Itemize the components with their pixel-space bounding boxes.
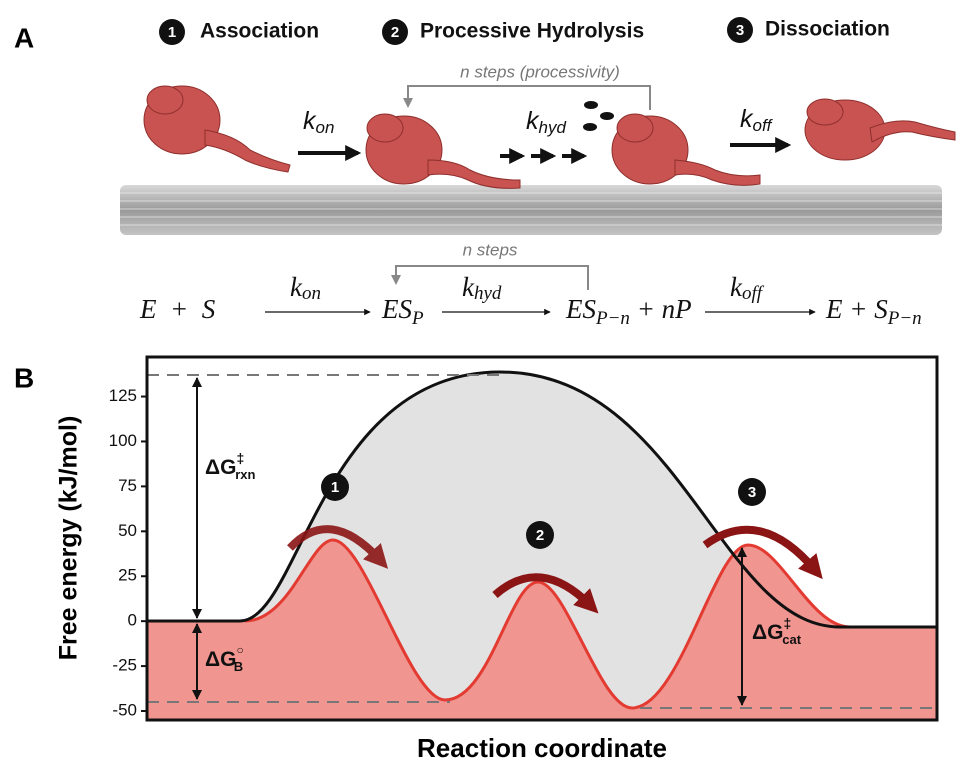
- microtubule: [120, 185, 942, 235]
- rate-label: koff: [740, 105, 774, 136]
- equation-term: E + SP−n: [825, 294, 922, 329]
- y-tick-label: 100: [109, 431, 137, 450]
- step-name: Dissociation: [765, 18, 890, 41]
- arrow-label: khyd: [462, 272, 502, 304]
- step-number: 3: [748, 484, 756, 501]
- step-number: 2: [391, 24, 399, 41]
- arrow-label: koff: [730, 272, 765, 304]
- y-axis-label: Free energy (kJ/mol): [55, 416, 83, 661]
- step-number: 3: [736, 22, 744, 39]
- figure: A 1 Association 2 Processive Hydrolysis …: [0, 0, 960, 767]
- step-number: 2: [536, 527, 544, 544]
- step-number: 1: [168, 24, 176, 41]
- product-molecules: [583, 101, 614, 131]
- equation-term: E + S: [139, 294, 216, 324]
- x-axis-label: Reaction coordinate: [417, 733, 667, 763]
- panel-label: A: [14, 22, 34, 53]
- step-headers: 1 Association 2 Processive Hydrolysis 3 …: [159, 17, 890, 45]
- panel-label: B: [14, 362, 34, 393]
- step-name: Association: [200, 20, 319, 43]
- step-number: 1: [331, 479, 339, 496]
- y-tick-label: 125: [109, 386, 137, 405]
- y-tick-label: 50: [118, 521, 137, 540]
- step-name: Processive Hydrolysis: [420, 20, 644, 43]
- y-tick-label: -25: [112, 656, 137, 675]
- annotation: ΔG○B: [205, 643, 244, 674]
- equation-note: n steps: [463, 240, 518, 259]
- y-tick-label: -50: [112, 700, 137, 719]
- y-tick-label: 75: [118, 476, 137, 495]
- arrow-label: kon: [290, 272, 321, 304]
- processivity-note: n steps (processivity): [460, 62, 620, 81]
- rate-label: kon: [303, 107, 334, 138]
- y-tick-label: 25: [118, 566, 137, 585]
- equation-term: ESP: [381, 294, 424, 329]
- annotation: ΔG‡rxn: [205, 450, 256, 483]
- rate-label: khyd: [526, 107, 566, 138]
- equation-term: ESP−n + nP: [565, 294, 692, 329]
- y-tick-label: 0: [128, 611, 137, 630]
